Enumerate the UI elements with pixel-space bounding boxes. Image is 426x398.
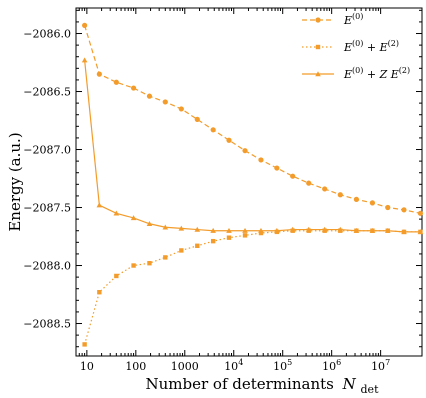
plot-frame: [75, 7, 423, 357]
legend-entry-series-e0: E(0): [302, 12, 363, 27]
series-e0-plus-z-e2-point: [96, 202, 103, 208]
series-e0-point: [306, 180, 312, 186]
series-e0-plus-z-e2-point: [210, 227, 216, 233]
series-e0-plus-z-e2-point: [337, 226, 344, 232]
series-e0-plus-z-e2-line: [84, 60, 421, 233]
series-layer: [81, 22, 424, 347]
series-e0-point: [162, 99, 168, 105]
series-e0-plus-e2-line: [84, 230, 421, 345]
series-e0-point: [369, 200, 376, 206]
series-e0-plus-z-e2-point: [289, 226, 296, 232]
series-e0-point: [130, 85, 137, 91]
series-e0-plus-e2-point: [131, 263, 136, 268]
series-e0-plus-z-e2-point: [162, 224, 169, 230]
series-e0-plus-z-e2-point: [401, 229, 407, 235]
y-tick-label: −2088.5: [23, 318, 71, 331]
series-e0: [82, 22, 424, 216]
series-e0-point: [401, 207, 407, 213]
series-e0-plus-z-e2-point: [113, 210, 120, 216]
series-e0-point: [146, 93, 153, 99]
series-e0-plus-z-e2-point: [258, 227, 264, 233]
x-tick-label: 104: [224, 358, 243, 373]
series-e0-plus-e2-point: [114, 273, 119, 279]
series-e0-line: [84, 25, 421, 214]
series-e0-plus-z-e2-point: [81, 57, 88, 63]
series-e0-point: [178, 106, 184, 112]
series-e0-point: [194, 116, 200, 122]
y-tick-label: −2088.0: [23, 260, 71, 273]
series-e0-point: [113, 79, 119, 85]
legend-label: E(0) + E(2): [343, 39, 399, 54]
series-e0-plus-z-e2-point: [305, 226, 312, 232]
legend-marker: [315, 17, 321, 23]
x-axis-label-text: Number of determinants: [145, 375, 333, 393]
series-e0-plus-z-e2: [81, 57, 424, 235]
y-tick-label: −2087.5: [23, 202, 71, 215]
x-tick-label: 105: [273, 358, 292, 373]
series-e0-plus-z-e2-point: [226, 227, 232, 233]
series-e0-plus-z-e2-point: [178, 225, 185, 231]
series-e0-point: [290, 173, 296, 179]
y-tick-label: −2087.0: [23, 144, 71, 157]
y-tick-label: −2086.0: [23, 28, 71, 41]
y-axis-label: Energy (a.u.): [6, 132, 24, 231]
series-e0-plus-z-e2-point: [417, 229, 424, 235]
axis-ticks: 10 100 1000 104 105 106 107 −2086.0 −2086.5 −2087…: [23, 8, 422, 373]
legend-label: E(0): [343, 12, 363, 27]
series-e0-plus-e2: [82, 228, 423, 347]
x-axis-label-symbol: N: [342, 375, 357, 393]
series-e0-point: [242, 148, 248, 154]
series-e0-plus-z-e2-point: [353, 227, 360, 233]
series-e0-plus-z-e2-point: [242, 227, 248, 233]
series-e0-plus-e2-point: [179, 248, 184, 253]
x-tick-label: 100: [125, 360, 146, 373]
series-e0-plus-z-e2-point: [369, 227, 376, 233]
series-e0-plus-e2-point: [82, 342, 87, 347]
series-e0-plus-z-e2-point: [146, 220, 153, 226]
series-e0-plus-e2-point: [97, 290, 102, 295]
series-e0-plus-e2-point: [147, 261, 152, 266]
series-e0-plus-z-e2-point: [384, 227, 391, 233]
series-e0-plus-z-e2-point: [274, 227, 280, 233]
x-axis-label: Number of determinants N det: [145, 375, 379, 396]
series-e0-plus-z-e2-point: [194, 226, 201, 232]
series-e0-point: [274, 165, 280, 171]
series-e0-point: [226, 137, 232, 143]
series-e0-point: [322, 186, 328, 192]
series-e0-point: [82, 22, 88, 28]
x-tick-label: 107: [371, 358, 390, 373]
series-e0-plus-z-e2-point: [130, 215, 137, 221]
series-e0-plus-e2-point: [226, 235, 232, 240]
series-e0-plus-e2-point: [242, 233, 248, 238]
x-tick-label: 106: [322, 358, 341, 373]
y-tick-label: −2086.5: [23, 86, 71, 99]
legend-entry-series-e0-plus-e2: E(0) + E(2): [302, 39, 399, 54]
x-tick-label: 1000: [171, 360, 199, 373]
x-tick-label: 10: [80, 360, 94, 373]
series-e0-plus-z-e2-point: [321, 226, 328, 232]
series-e0-plus-e2-point: [210, 238, 216, 244]
series-e0-plus-e2-point: [163, 255, 168, 260]
series-e0-plus-e2-point: [195, 243, 200, 248]
legend-label: E(0) + Z E(2): [343, 66, 410, 81]
series-e0-point: [385, 204, 391, 211]
x-axis-label-subscript: det: [361, 383, 380, 396]
series-e0-point: [417, 210, 424, 216]
legend: E(0) E(0) + E(2) E(0) + Z E(2): [302, 12, 410, 81]
legend-marker: [315, 44, 321, 50]
series-e0-point: [210, 127, 216, 133]
series-e0-point: [353, 196, 359, 202]
series-e0-point: [258, 157, 264, 163]
series-e0-plus-e2-point: [258, 230, 264, 236]
series-e0-point: [96, 71, 102, 77]
series-e0-point: [337, 192, 343, 198]
legend-entry-series-e0-plus-z-e2: E(0) + Z E(2): [302, 66, 410, 81]
legend-marker: [315, 71, 321, 77]
